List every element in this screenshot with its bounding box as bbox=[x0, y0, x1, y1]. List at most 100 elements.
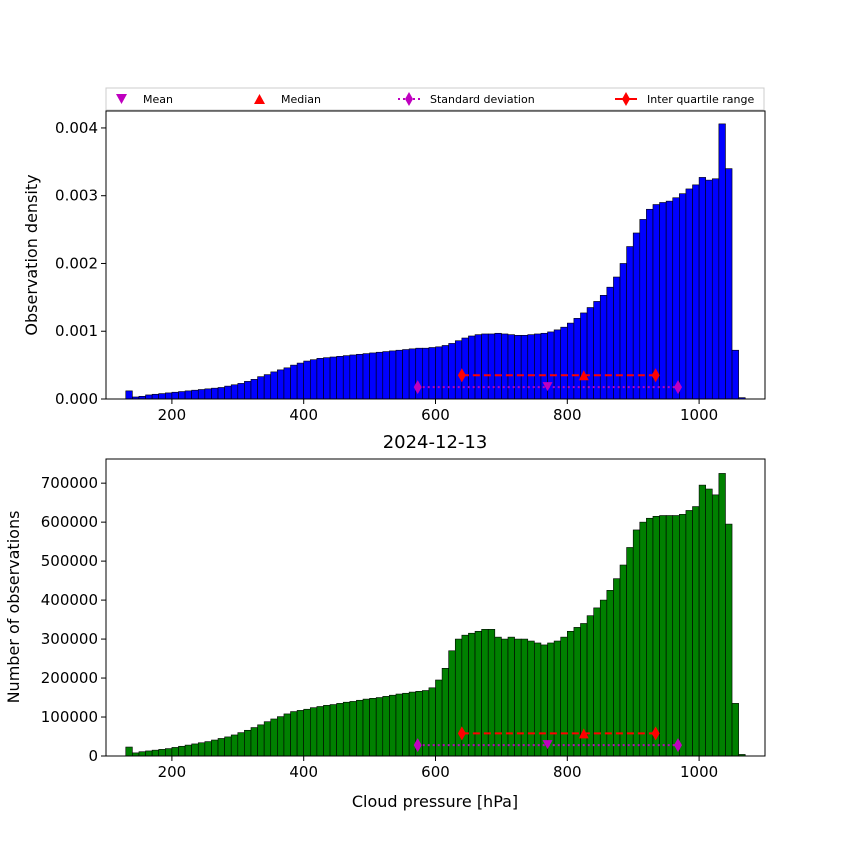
histogram-bar bbox=[573, 627, 581, 757]
histogram-bar bbox=[270, 371, 278, 400]
histogram-bar bbox=[217, 387, 225, 400]
histogram-bar bbox=[257, 376, 265, 400]
histogram-bar bbox=[692, 184, 700, 400]
histogram-bar bbox=[389, 694, 397, 757]
histogram-bar bbox=[369, 352, 377, 400]
histogram-bar bbox=[138, 751, 146, 757]
histogram-bar bbox=[362, 353, 370, 400]
y-tick-label: 500000 bbox=[41, 552, 98, 570]
histogram-bar bbox=[389, 350, 397, 400]
histogram-bar bbox=[125, 390, 133, 400]
histogram-bar bbox=[698, 484, 706, 757]
histogram-bar bbox=[468, 632, 476, 757]
y-tick-label: 0.000 bbox=[55, 390, 98, 408]
histogram-bar bbox=[211, 387, 219, 400]
x-tick-label: 1000 bbox=[680, 763, 718, 781]
histogram-bar bbox=[659, 515, 667, 757]
histogram-bar bbox=[698, 177, 706, 400]
histogram-bar bbox=[375, 351, 384, 400]
histogram-bar bbox=[514, 638, 522, 757]
x-tick-label: 600 bbox=[421, 763, 450, 781]
histogram-bar bbox=[553, 329, 562, 400]
histogram-bar bbox=[580, 312, 588, 400]
histogram-bar bbox=[599, 295, 608, 400]
histogram-bar bbox=[534, 333, 542, 400]
histogram-bar bbox=[283, 713, 291, 757]
histogram-bar bbox=[481, 333, 489, 400]
histogram-bar bbox=[422, 347, 430, 400]
histogram-bar bbox=[263, 374, 272, 400]
histogram-bar bbox=[191, 389, 199, 400]
histogram-bar bbox=[395, 349, 403, 400]
histogram-bar bbox=[336, 703, 344, 757]
histogram-bar bbox=[685, 510, 693, 757]
histogram-bar bbox=[474, 630, 482, 757]
density-stat-markers bbox=[413, 368, 683, 395]
histogram-bar bbox=[263, 721, 272, 757]
histogram-bar bbox=[586, 307, 594, 400]
legend-frame bbox=[105, 87, 765, 111]
iqr-lower-marker bbox=[457, 368, 466, 383]
histogram-bar bbox=[309, 359, 318, 400]
count-x-ticks: 200 400 600 800 1000 bbox=[158, 756, 718, 781]
histogram-bar bbox=[461, 337, 469, 400]
histogram-bar bbox=[369, 698, 377, 757]
y-tick-label: 0.001 bbox=[55, 322, 98, 340]
histogram-bar bbox=[211, 739, 219, 757]
histogram-bar bbox=[474, 334, 482, 400]
histogram-bar bbox=[375, 697, 384, 757]
histogram-bar bbox=[685, 188, 693, 400]
histogram-bar bbox=[520, 638, 529, 757]
histogram-bar bbox=[731, 349, 739, 400]
x-tick-label: 800 bbox=[553, 406, 582, 424]
histogram-bar bbox=[382, 696, 390, 757]
histogram-bar bbox=[487, 333, 496, 400]
count-x-label: Cloud pressure [hPa] bbox=[352, 792, 518, 811]
histogram-bar bbox=[277, 369, 285, 400]
histogram-bar bbox=[316, 358, 324, 400]
histogram-bar bbox=[257, 724, 265, 757]
histogram-bar bbox=[303, 360, 311, 400]
histogram-bar bbox=[619, 263, 627, 400]
histogram-bar bbox=[336, 356, 344, 400]
histogram-bar bbox=[448, 343, 456, 400]
std-upper-marker bbox=[674, 738, 683, 753]
iqr-upper-marker bbox=[651, 368, 660, 383]
histogram-bar bbox=[171, 391, 179, 400]
histogram-bar bbox=[672, 515, 680, 757]
histogram-bar bbox=[639, 521, 647, 757]
histogram-bar bbox=[402, 692, 410, 757]
iqr-upper-marker bbox=[651, 726, 660, 741]
histogram-bar bbox=[402, 349, 410, 400]
histogram-bar bbox=[613, 276, 621, 400]
histogram-bar bbox=[566, 630, 575, 757]
histogram-bar bbox=[224, 736, 232, 757]
histogram-bar bbox=[230, 734, 239, 757]
histogram-bar bbox=[632, 529, 641, 757]
histogram-bar bbox=[303, 708, 311, 757]
y-tick-label: 400000 bbox=[41, 591, 98, 609]
legend-label-median: Median bbox=[281, 93, 321, 106]
histogram-bar bbox=[639, 219, 647, 400]
histogram-bar bbox=[204, 741, 212, 757]
histogram-bar bbox=[468, 335, 476, 400]
histogram-bar bbox=[659, 202, 667, 400]
legend-label-mean: Mean bbox=[143, 93, 173, 106]
y-tick-label: 700000 bbox=[41, 474, 98, 492]
histogram-bar bbox=[606, 286, 614, 400]
histogram-bar bbox=[316, 706, 324, 757]
histogram-bar bbox=[145, 394, 153, 400]
x-tick-label: 1000 bbox=[680, 406, 718, 424]
x-tick-label: 200 bbox=[158, 763, 187, 781]
legend-label-std: Standard deviation bbox=[430, 93, 535, 106]
density-x-ticks: 200 400 600 800 1000 bbox=[158, 399, 718, 424]
histogram-bar bbox=[705, 488, 713, 757]
histogram-bar bbox=[290, 711, 298, 757]
median-marker-icon bbox=[254, 94, 265, 104]
legend-entry-iqr: Inter quartile range bbox=[615, 92, 754, 106]
histogram-bar bbox=[204, 388, 212, 400]
histogram-bar bbox=[454, 340, 463, 400]
mean-marker bbox=[542, 382, 553, 392]
histogram-bar bbox=[217, 738, 225, 757]
